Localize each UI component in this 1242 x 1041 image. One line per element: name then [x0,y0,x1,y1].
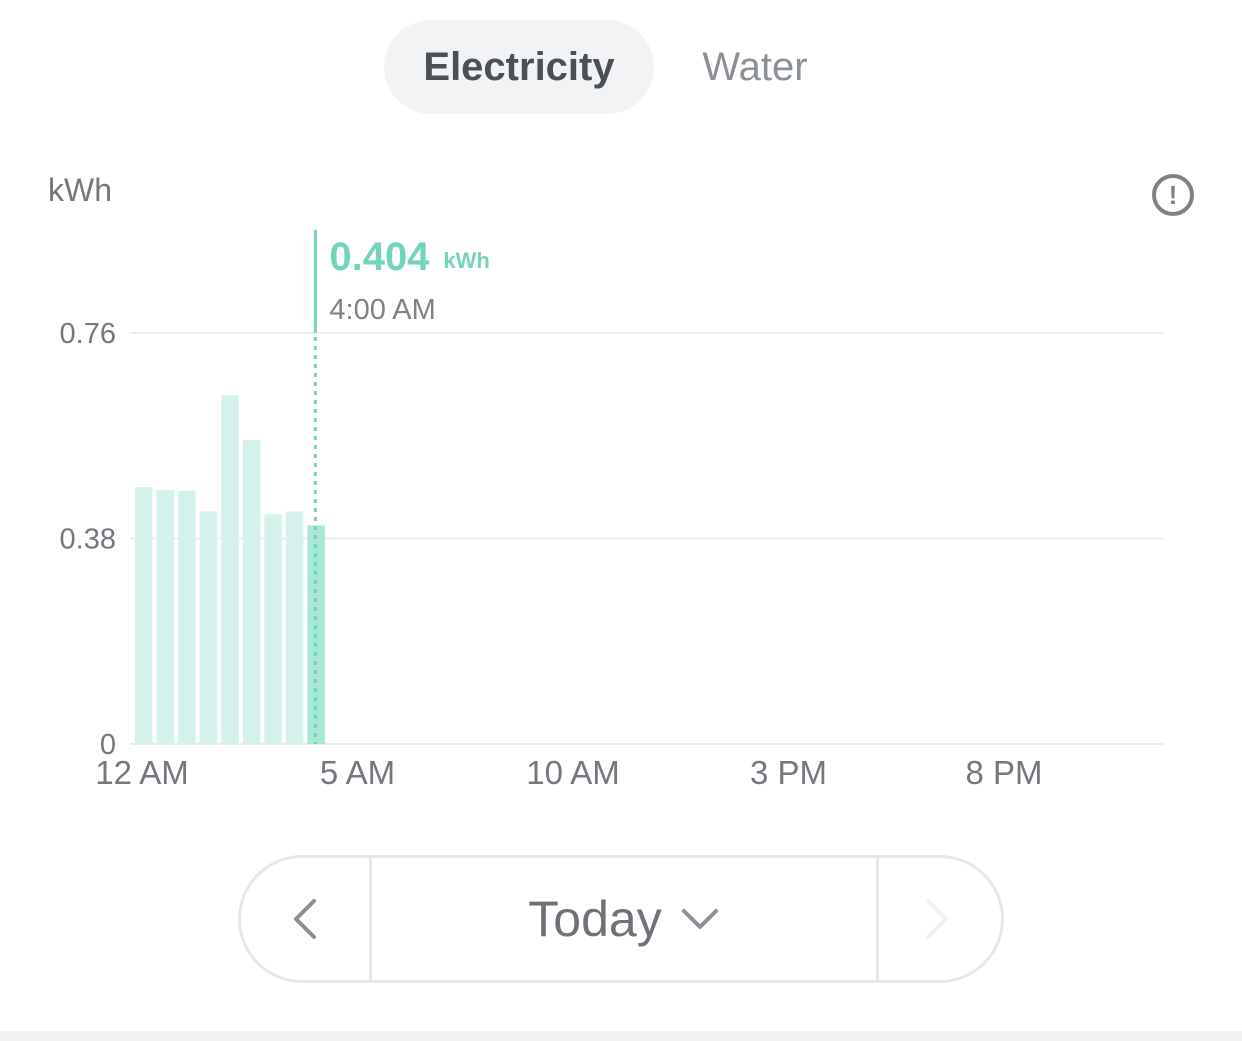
chart-tooltip: 0.404 kWh 4:00 AM [313,230,490,744]
bar[interactable] [178,490,196,744]
bar[interactable] [242,440,261,744]
resource-tabs: Electricity Water [0,0,1242,128]
chart-bars[interactable] [135,395,325,744]
tooltip-unit: kWh [443,248,489,273]
tab-electricity[interactable]: Electricity [384,20,654,114]
x-tick-label: 5 AM [320,754,395,791]
usage-chart[interactable]: 0 0.38 0.76 12 AM 5 AM 10 AM 3 PM 8 PM 0.404 k… [0,200,1242,800]
bar[interactable] [285,511,304,744]
bar[interactable] [135,487,153,744]
bar[interactable] [199,511,218,744]
bottom-divider [0,1031,1242,1041]
tooltip-value: 0.404 [329,235,430,279]
date-pager: Today [238,855,1004,983]
chevron-right-icon [926,899,948,939]
x-tick-label: 8 PM [965,754,1042,791]
exclamation-circle-icon[interactable]: ! [1152,174,1194,216]
y-tick-label: 0 [100,729,116,761]
bar[interactable] [221,395,239,744]
next-period-button[interactable] [873,858,1001,980]
tab-water[interactable]: Water [702,44,808,89]
chevron-left-icon [294,899,316,939]
pager-divider-left [369,858,372,980]
x-tick-label: 12 AM [95,754,189,791]
y-axis-ticks: 0 0.38 0.76 [60,318,116,761]
previous-period-button[interactable] [241,858,369,980]
y-axis-unit-label: kWh [48,172,112,208]
period-selector[interactable]: Today [372,858,876,980]
x-tick-label: 10 AM [526,754,620,791]
pager-divider-right [876,858,879,980]
x-tick-label: 3 PM [750,754,827,791]
chart-grid [130,332,1164,745]
tooltip-time: 4:00 AM [329,294,435,326]
period-label: Today [528,891,662,947]
x-axis-ticks: 12 AM 5 AM 10 AM 3 PM 8 PM [95,754,1042,791]
y-tick-label: 0.38 [60,524,116,556]
y-tick-label: 0.76 [60,318,116,350]
chevron-down-icon [681,909,718,929]
bar[interactable] [264,514,282,744]
bar[interactable] [156,489,175,744]
